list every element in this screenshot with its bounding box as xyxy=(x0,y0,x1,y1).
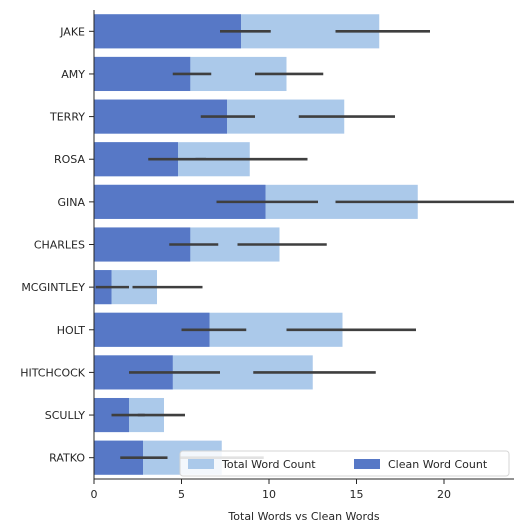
y-tick-label-gina: GINA xyxy=(57,196,85,209)
legend-swatch-total xyxy=(188,459,214,469)
bar-clean-jake xyxy=(94,14,241,49)
x-tick-label: 0 xyxy=(91,488,98,501)
legend: Total Word Count Clean Word Count xyxy=(179,450,510,477)
x-tick-label: 10 xyxy=(262,488,276,501)
legend-swatch-clean xyxy=(354,459,380,469)
y-tick-label-rosa: ROSA xyxy=(54,153,85,166)
y-tick-label-holt: HOLT xyxy=(57,324,86,337)
y-tick-label-charles: CHARLES xyxy=(34,239,85,252)
y-tick-label-terry: TERRY xyxy=(49,111,85,124)
x-tick-label: 15 xyxy=(350,488,364,501)
legend-label-total: Total Word Count xyxy=(221,458,316,471)
y-tick-label-jake: JAKE xyxy=(59,25,85,38)
y-axis: JAKE AMY TERRY ROSA GINA CHARLES MCGINTLEY HOLT… xyxy=(20,10,95,479)
y-tick-label-ratko: RATKO xyxy=(49,452,85,465)
x-tick-label: 5 xyxy=(178,488,185,501)
x-axis-title: Total Words vs Clean Words xyxy=(227,510,379,523)
legend-label-clean: Clean Word Count xyxy=(388,458,488,471)
y-tick-label-mcgintley: MCGINTLEY xyxy=(21,281,85,294)
x-tick-label: 20 xyxy=(437,488,451,501)
x-axis: 0 5 10 15 20 xyxy=(91,478,514,501)
y-tick-label-amy: AMY xyxy=(61,68,85,81)
y-tick-label-scully: SCULLY xyxy=(45,409,86,422)
legend-box xyxy=(179,450,510,477)
y-tick-label-hitchcock: HITCHCOCK xyxy=(20,366,86,379)
error-bars xyxy=(95,30,514,459)
